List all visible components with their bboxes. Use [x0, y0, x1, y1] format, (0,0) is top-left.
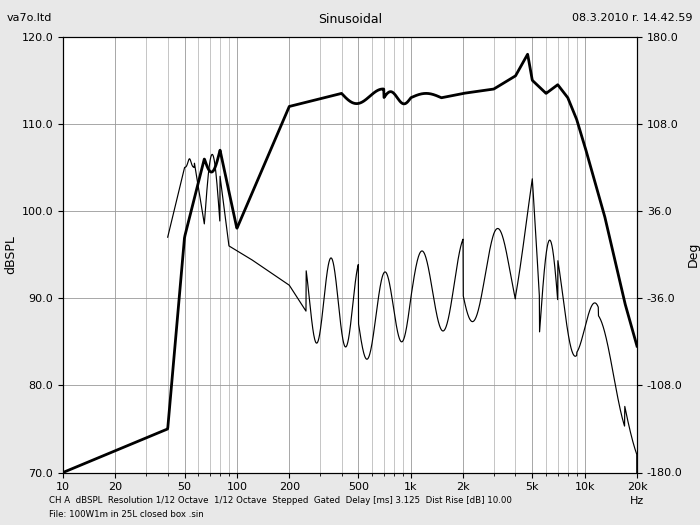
Text: 08.3.2010 r. 14.42.59: 08.3.2010 r. 14.42.59	[573, 13, 693, 23]
Text: Hz: Hz	[630, 497, 644, 507]
Y-axis label: dBSPL: dBSPL	[4, 235, 18, 274]
Text: Sinusoidal: Sinusoidal	[318, 13, 382, 26]
Text: va7o.ltd: va7o.ltd	[7, 13, 52, 23]
Text: File: 100W1m in 25L closed box .sin: File: 100W1m in 25L closed box .sin	[49, 510, 204, 519]
Text: CH A  dBSPL  Resolution 1/12 Octave  1/12 Octave  Stepped  Gated  Delay [ms] 3.1: CH A dBSPL Resolution 1/12 Octave 1/12 O…	[49, 496, 512, 505]
Y-axis label: Deg: Deg	[687, 242, 699, 267]
